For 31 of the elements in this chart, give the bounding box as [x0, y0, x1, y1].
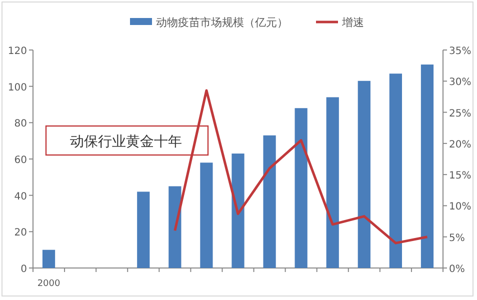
legend-label: 增速 — [341, 16, 364, 29]
y2-tick-label: 0% — [449, 264, 465, 275]
y2-tick-label: 30% — [449, 77, 472, 88]
picture-callout-box: 动保行业黄金十年 — [45, 125, 209, 156]
bar — [358, 80, 370, 268]
bar — [326, 97, 339, 268]
annotation: 动保行业黄金十年 — [70, 134, 182, 150]
y2-tick-label: 25% — [449, 108, 472, 120]
y-tick-label: 20 — [14, 228, 27, 239]
y2-tick-label: 10% — [449, 202, 472, 213]
y-tick-label: 40 — [14, 191, 27, 202]
y-tick-label: 0 — [20, 264, 27, 275]
bar — [137, 192, 150, 268]
bar — [294, 108, 308, 268]
bar — [263, 135, 276, 268]
bar — [389, 74, 402, 268]
bar — [420, 64, 434, 268]
y-tick-label: 120 — [8, 46, 27, 57]
y-tick-label: 60 — [14, 155, 27, 166]
y2-tick-label: 20% — [449, 139, 472, 150]
y2-tick-label: 5% — [449, 232, 465, 244]
x-tick-label: 2000 — [37, 279, 60, 289]
bar — [168, 186, 182, 268]
y2-tick-label: 35% — [449, 46, 472, 57]
y-tick-label: 80 — [14, 118, 27, 130]
bar — [232, 154, 244, 268]
bar — [42, 250, 56, 268]
y-tick-label: 100 — [8, 82, 27, 94]
y2-tick-label: 15% — [449, 170, 472, 182]
legend-label: 动物疫苗市场规模（亿元） — [156, 16, 288, 29]
bar — [200, 162, 213, 268]
